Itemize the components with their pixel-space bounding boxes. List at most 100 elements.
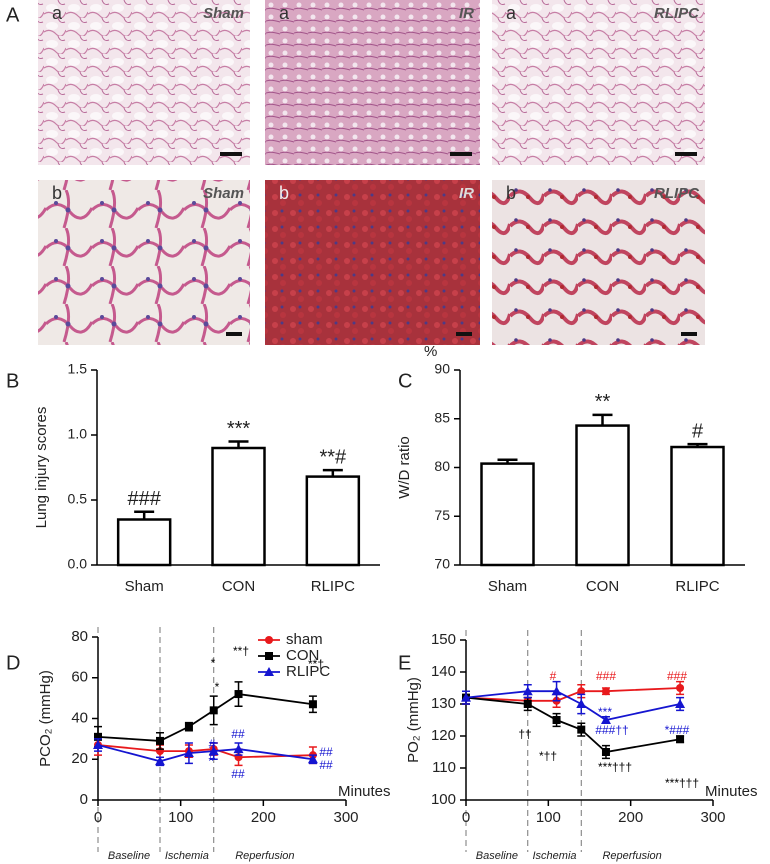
bar: [211, 446, 266, 567]
marker: [523, 700, 532, 708]
y-tick-label: 40: [71, 709, 88, 726]
significance-label: *: [211, 656, 216, 670]
y-tick-label: 120: [431, 727, 456, 744]
significance-label: **: [595, 391, 611, 413]
marker: [156, 736, 164, 745]
histology-image: [492, 180, 705, 345]
series-line: [465, 696, 681, 753]
y-tick-label: 110: [432, 759, 456, 776]
marker: [265, 652, 273, 660]
significance-label: **†: [308, 657, 324, 671]
y-tick-label: 130: [431, 695, 456, 712]
error-bar: [687, 442, 708, 448]
x-tick-label: 0: [462, 809, 470, 826]
marker: [155, 756, 165, 766]
x-tick-label: RLIPC: [675, 578, 719, 595]
x-tick-label: CON: [586, 578, 619, 595]
y-tick-label: 1.5: [68, 361, 88, 377]
marker: [93, 739, 103, 749]
significance-label: ***†††: [598, 760, 632, 774]
image-group-label: Sham: [203, 185, 244, 202]
error-bar: [322, 468, 343, 477]
image-row-label: b: [279, 183, 289, 203]
significance-label: ##: [319, 758, 333, 772]
scale-bar: [681, 332, 697, 336]
significance-label: ###: [667, 669, 687, 683]
panel-label: C: [398, 370, 412, 392]
histology-image: [492, 0, 705, 165]
y-tick-label: 70: [434, 556, 450, 572]
image-group-label: RLIPC: [654, 185, 700, 202]
bar: [116, 518, 172, 567]
image-row-label: b: [52, 183, 62, 203]
x-tick-label: Sham: [488, 578, 527, 595]
significance-label: ###: [596, 669, 616, 683]
series-line: [97, 693, 314, 742]
marker: [209, 706, 218, 715]
marker: [577, 725, 586, 734]
bar: [305, 475, 361, 567]
series-line: [465, 687, 681, 702]
y-tick-label: 100: [431, 791, 456, 808]
significance-label: *††: [539, 749, 557, 763]
y-tick-label: 0: [80, 791, 88, 808]
bar: [480, 462, 535, 567]
image-group-label: IR: [459, 5, 474, 22]
marker: [461, 692, 471, 702]
image-row-label: a: [279, 3, 290, 23]
series-line: [465, 690, 681, 721]
image-group-label: RLIPC: [654, 5, 700, 22]
histology-image: [38, 180, 250, 345]
image-row-label: b: [506, 183, 516, 203]
y-tick-label: 85: [434, 409, 450, 425]
marker: [308, 700, 317, 709]
error-bar: [592, 413, 613, 426]
x-tick-label: 200: [251, 809, 276, 826]
image-row-label: a: [52, 3, 63, 23]
histology-image: [265, 0, 480, 165]
histology-image: [265, 180, 480, 345]
marker: [265, 636, 273, 644]
scale-bar: [450, 152, 472, 156]
y-tick-label: 0.5: [68, 491, 88, 507]
marker: [676, 684, 685, 692]
y-tick-label: 80: [434, 458, 450, 474]
significance-label: ##: [231, 767, 245, 781]
marker: [601, 748, 610, 756]
significance-label: ***: [227, 418, 251, 440]
image-group-label: Sham: [203, 5, 244, 22]
marker: [234, 690, 243, 699]
y-tick-label: 140: [431, 663, 456, 680]
panel-label: B: [6, 370, 19, 392]
y-tick-label: 0.0: [68, 556, 88, 572]
y-axis-label: Lung injury scores: [33, 407, 50, 529]
x-tick-label: 100: [536, 809, 561, 826]
marker: [264, 667, 274, 676]
significance-label: ###††: [595, 723, 628, 737]
error-bar: [497, 458, 518, 464]
image-labels: a Sham a IR a RLIPC b Sham b IR b RLIPC: [52, 3, 700, 336]
marker: [576, 699, 587, 708]
marker: [183, 748, 194, 758]
scale-bar: [675, 152, 697, 156]
marker: [552, 716, 561, 724]
significance-label: *###: [665, 723, 690, 737]
y-tick-label: 150: [431, 631, 456, 648]
scale-bar: [220, 152, 242, 156]
bar: [575, 424, 630, 567]
y-tick-label: 80: [71, 628, 88, 645]
marker: [551, 686, 562, 696]
y-tick-label: 60: [71, 669, 88, 686]
significance-label: ***: [598, 705, 612, 719]
series-line: [97, 744, 314, 763]
histology-image: [38, 0, 250, 165]
marker: [184, 722, 193, 731]
marker: [307, 754, 318, 764]
marker: [675, 699, 686, 708]
panel-label: D: [6, 652, 20, 674]
significance-label: #: [692, 420, 704, 442]
x-axis-label: Minutes: [705, 783, 758, 800]
x-tick-label: 300: [333, 809, 358, 826]
